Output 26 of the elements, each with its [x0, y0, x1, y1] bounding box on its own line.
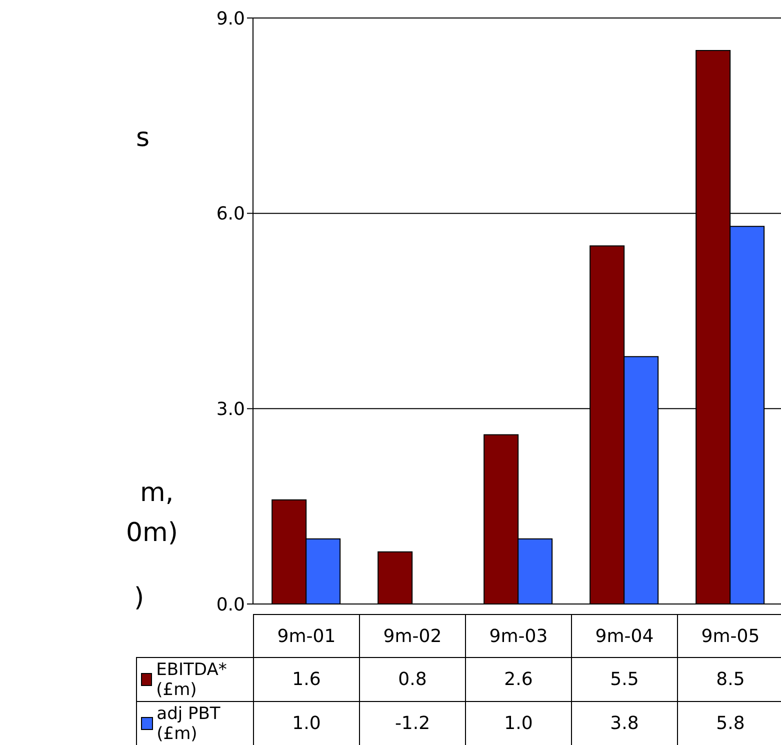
text: 0m)	[126, 518, 178, 548]
data-label: 1.0	[253, 701, 360, 745]
x-tick-label: 9m-01	[253, 614, 360, 658]
y-tick-label: 9.0	[216, 8, 245, 30]
bar	[378, 551, 413, 604]
x-tick-label: 9m-05	[677, 614, 781, 658]
y-tick-label: 6.0	[216, 204, 245, 225]
data-label: 2.6	[465, 657, 572, 702]
legend-label: EBITDA* (£m)	[136, 657, 254, 702]
x-tick-label: 9m-03	[465, 614, 572, 658]
data-label: 1.6	[253, 657, 360, 702]
data-label: 0.8	[359, 657, 466, 702]
x-tick-label: 9m-02	[359, 614, 466, 658]
text: s	[136, 123, 150, 153]
legend-label: adj PBT (£m)	[136, 701, 254, 745]
data-label: 1.0	[465, 701, 572, 745]
data-label: 8.5	[677, 657, 781, 702]
data-label: 5.8	[677, 701, 781, 745]
text: m,	[140, 478, 174, 508]
data-label: 5.5	[571, 657, 678, 702]
text: -1.2	[394, 713, 430, 734]
data-label: 3.8	[571, 701, 678, 745]
y-tick-label: 3.0	[216, 399, 245, 420]
y-tick-label: 0.0	[216, 594, 245, 616]
text: )	[134, 583, 144, 613]
x-tick-label: 9m-04	[571, 614, 678, 658]
